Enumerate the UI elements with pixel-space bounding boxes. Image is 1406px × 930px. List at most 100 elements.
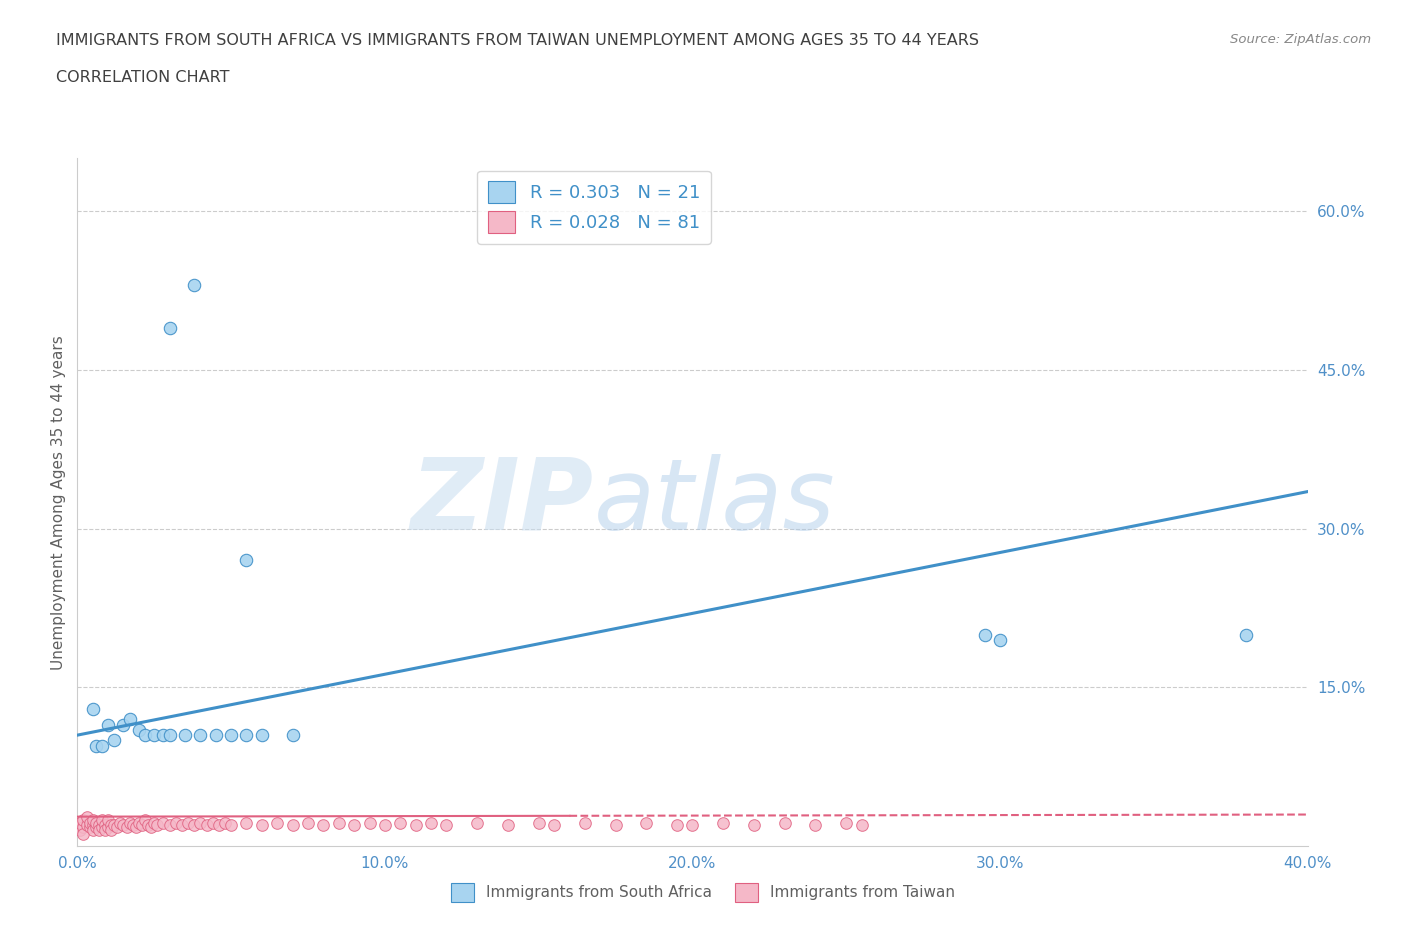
Point [94, 823, 117, 838]
Point [82, 813, 104, 828]
Point [121, 817, 143, 832]
Point [235, 816, 257, 830]
Point [851, 817, 873, 832]
Point [131, 817, 153, 832]
Point [711, 816, 734, 830]
Point [312, 817, 335, 832]
Point [835, 816, 858, 830]
Point [266, 816, 288, 830]
Point [605, 817, 627, 832]
Point [82, 823, 104, 838]
Point [118, 816, 141, 830]
Point [281, 817, 304, 832]
Point [405, 817, 427, 832]
Point [97, 813, 120, 828]
Y-axis label: Unemployment Among Ages 35 to 44 years: Unemployment Among Ages 35 to 44 years [51, 335, 66, 670]
Text: ZIP: ZIP [411, 454, 595, 551]
Point [87, 817, 110, 832]
Point [195, 817, 218, 832]
Point [804, 817, 827, 832]
Point [82, 817, 104, 832]
Point [103, 817, 125, 832]
Point [115, 820, 138, 835]
Point [105, 820, 128, 835]
Point [103, 733, 125, 748]
Point [94, 817, 117, 832]
Point [136, 817, 159, 832]
Point [84, 816, 107, 830]
Point [188, 816, 212, 830]
Point [343, 817, 366, 832]
Point [90, 738, 114, 753]
Point [87, 823, 110, 838]
Point [128, 816, 150, 830]
Point [389, 816, 412, 830]
Point [69, 823, 91, 838]
Point [527, 816, 550, 830]
Point [773, 816, 796, 830]
Point [297, 816, 319, 830]
Point [112, 817, 135, 832]
Point [201, 816, 224, 830]
Point [146, 817, 169, 832]
Legend: R = 0.303   N = 21, R = 0.028   N = 81: R = 0.303 N = 21, R = 0.028 N = 81 [477, 170, 711, 244]
Point [183, 817, 205, 832]
Point [250, 817, 273, 832]
Point [219, 727, 242, 742]
Point [159, 727, 181, 742]
Point [208, 817, 231, 832]
Point [79, 820, 101, 835]
Legend: Immigrants from South Africa, Immigrants from Taiwan: Immigrants from South Africa, Immigrants… [444, 877, 962, 908]
Point [543, 817, 565, 832]
Point [235, 553, 257, 568]
Point [219, 817, 242, 832]
Point [374, 817, 396, 832]
Point [666, 817, 689, 832]
Point [90, 813, 114, 828]
Point [574, 816, 596, 830]
Point [152, 816, 174, 830]
Point [436, 817, 458, 832]
Point [496, 817, 519, 832]
Point [84, 820, 107, 835]
Point [76, 817, 98, 832]
Point [742, 817, 765, 832]
Point [84, 738, 107, 753]
Point [100, 817, 122, 832]
Point [170, 817, 193, 832]
Text: IMMIGRANTS FROM SOUTH AFRICA VS IMMIGRANTS FROM TAIWAN UNEMPLOYMENT AMONG AGES 3: IMMIGRANTS FROM SOUTH AFRICA VS IMMIGRAN… [56, 33, 979, 47]
Point [281, 727, 304, 742]
Point [214, 816, 236, 830]
Text: CORRELATION CHART: CORRELATION CHART [56, 70, 229, 85]
Point [97, 717, 120, 732]
Point [235, 727, 257, 742]
Point [420, 816, 443, 830]
Point [250, 727, 273, 742]
Point [328, 816, 350, 830]
Point [72, 813, 94, 828]
Point [183, 278, 205, 293]
Point [72, 826, 94, 841]
Point [177, 816, 200, 830]
Point [90, 820, 114, 835]
Point [125, 820, 148, 835]
Point [143, 816, 166, 830]
Point [1234, 627, 1257, 642]
Point [973, 627, 995, 642]
Point [79, 816, 101, 830]
Point [141, 820, 163, 835]
Point [188, 727, 212, 742]
Point [152, 727, 174, 742]
Point [100, 823, 122, 838]
Point [72, 820, 94, 835]
Point [636, 816, 658, 830]
Point [682, 817, 704, 832]
Point [134, 813, 156, 828]
Point [66, 817, 89, 832]
Point [128, 723, 150, 737]
Point [118, 711, 141, 726]
Point [165, 816, 187, 830]
Point [112, 717, 135, 732]
Text: atlas: atlas [595, 454, 835, 551]
Point [159, 817, 181, 832]
